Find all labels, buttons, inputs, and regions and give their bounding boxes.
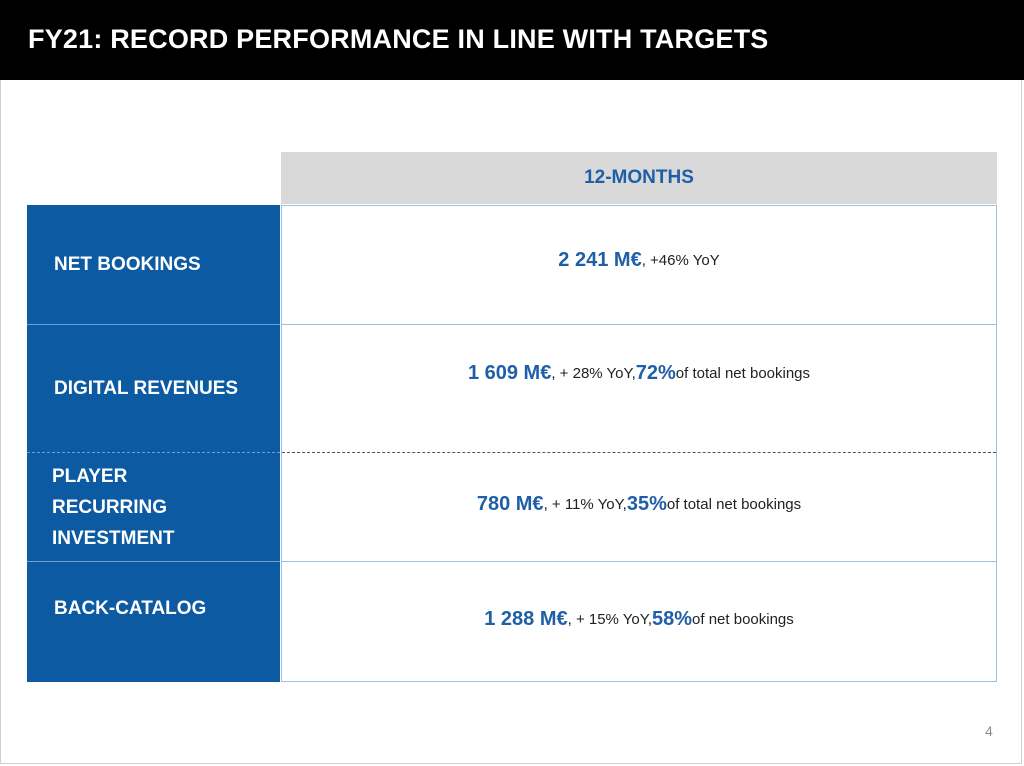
value-percent: 58% (652, 608, 693, 630)
row-label-digital-revenues: DIGITAL REVENUES (54, 378, 239, 399)
value-detail: , +46% YoY (641, 251, 720, 269)
value-amount: 1 609 M€ (467, 362, 552, 384)
value-column: 2 241 M€, +46% YoY 1 609 M€, + 28% YoY, … (281, 205, 997, 682)
value-detail: , + 15% YoY, (567, 611, 652, 628)
value-amount: 2 241 M€ (558, 248, 642, 271)
row-label-net-bookings: NET BOOKINGS (54, 254, 201, 275)
label-divider-dashed (27, 452, 280, 453)
value-detail: of total net bookings (675, 365, 811, 382)
label-divider (27, 561, 280, 562)
label-line: RECURRING (52, 496, 168, 518)
label-line: INVESTMENT (52, 527, 175, 549)
value-detail: , + 28% YoY, (551, 365, 636, 382)
value-digital-revenues: 1 609 M€, + 28% YoY, 72% of total net bo… (282, 325, 996, 452)
value-divider (282, 324, 996, 325)
value-amount: 780 M€ (476, 492, 544, 515)
value-divider (282, 561, 996, 562)
value-player-recurring-investment: 780 M€, + 11% YoY, 35% of total net book… (282, 453, 996, 561)
row-label-column: NET BOOKINGS DIGITAL REVENUES PLAYER REC… (27, 205, 280, 682)
value-back-catalog: 1 288 M€, + 15% YoY, 58% of net bookings (282, 562, 996, 681)
period-header: 12-MONTHS (281, 152, 997, 204)
value-detail: of net bookings (692, 611, 794, 628)
value-detail: of total net bookings (666, 495, 802, 513)
slide-title: FY21: RECORD PERFORMANCE IN LINE WITH TA… (28, 24, 769, 54)
value-percent: 72% (635, 362, 676, 384)
value-divider-dashed (282, 452, 996, 453)
row-label-back-catalog: BACK-CATALOG (54, 597, 207, 619)
value-amount: 1 288 M€ (484, 608, 568, 630)
value-net-bookings: 2 241 M€, +46% YoY (282, 206, 996, 324)
page-number: 4 (985, 723, 993, 739)
label-divider (27, 324, 280, 325)
title-bar: FY21: RECORD PERFORMANCE IN LINE WITH TA… (0, 0, 1024, 80)
value-detail: , + 11% YoY, (543, 495, 627, 513)
label-line: PLAYER (52, 465, 128, 487)
value-percent: 35% (626, 492, 667, 515)
row-label-player-recurring-investment: PLAYER RECURRING INVESTMENT (27, 453, 280, 561)
